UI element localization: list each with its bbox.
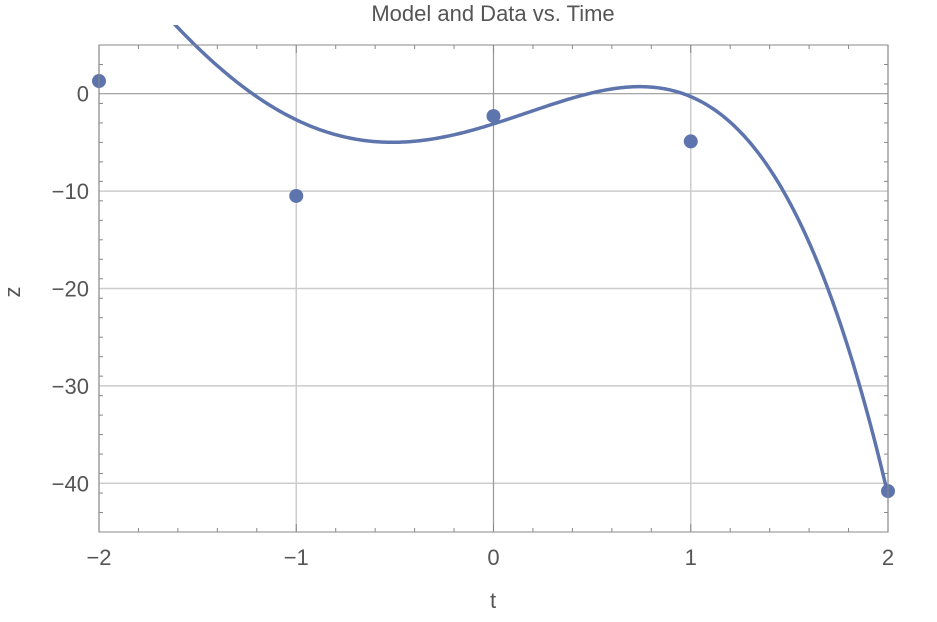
y-tick-label: −30 <box>52 374 89 399</box>
y-axis-label: z <box>0 287 25 298</box>
x-tick-label: −1 <box>284 545 309 570</box>
chart-title: Model and Data vs. Time <box>371 1 614 26</box>
x-tick-label: 1 <box>685 545 697 570</box>
y-tick-label: 0 <box>77 82 89 107</box>
x-tick-label: 0 <box>487 545 499 570</box>
y-tick-label: −40 <box>52 471 89 496</box>
data-point <box>683 134 698 149</box>
tick-labels: −2 −1 0 1 20−10−20−30−40 <box>52 82 894 570</box>
x-tick-label: −2 <box>86 545 111 570</box>
data-point <box>486 109 501 124</box>
x-axis-label: t <box>490 588 496 613</box>
y-tick-label: −10 <box>52 179 89 204</box>
y-tick-label: −20 <box>52 277 89 302</box>
model-curve-group <box>172 25 888 496</box>
data-point <box>289 188 304 203</box>
x-tick-label: 2 <box>882 545 894 570</box>
axes <box>99 45 888 532</box>
model-curve <box>172 25 888 496</box>
plot-frame <box>98 44 889 533</box>
